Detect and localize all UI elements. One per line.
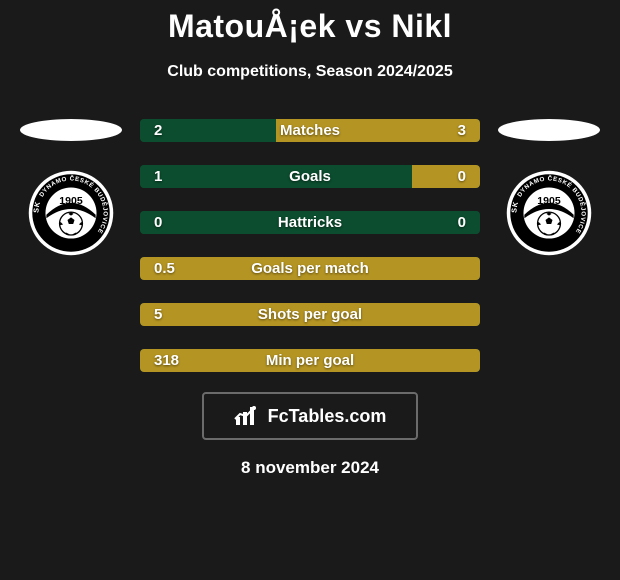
badge-year: 1905: [537, 195, 561, 207]
soccer-ball-icon: [60, 212, 83, 235]
stat-row: 23Matches: [140, 119, 480, 142]
content-row: 1905 SK DYNAMO ČESKÉ BUDĚJOVICE 23Matche…: [0, 119, 620, 372]
comparison-card: MatouÅ¡ek vs Nikl Club competitions, Sea…: [0, 0, 620, 478]
soccer-ball-icon: [538, 212, 561, 235]
branding-chart-icon: [234, 405, 262, 427]
stat-row: 00Hattricks: [140, 211, 480, 234]
club-badge-left: 1905 SK DYNAMO ČESKÉ BUDĚJOVICE: [27, 169, 115, 257]
date-label: 8 november 2024: [0, 458, 620, 478]
stat-row: 0.5Goals per match: [140, 257, 480, 280]
player-left-silhouette: [20, 119, 122, 141]
badge-year: 1905: [59, 195, 83, 207]
stat-row: 5Shots per goal: [140, 303, 480, 326]
club-badge-right: 1905 SK DYNAMO ČESKÉ BUDĚJOVICE: [505, 169, 593, 257]
stat-label: Hattricks: [140, 211, 480, 234]
left-side: 1905 SK DYNAMO ČESKÉ BUDĚJOVICE: [20, 119, 122, 257]
stat-label: Shots per goal: [140, 303, 480, 326]
page-title: MatouÅ¡ek vs Nikl: [0, 8, 620, 45]
stat-label: Goals: [140, 165, 480, 188]
branding-text: FcTables.com: [268, 406, 387, 427]
right-side: 1905 SK DYNAMO ČESKÉ BUDĚJOVICE: [498, 119, 600, 257]
stat-row: 10Goals: [140, 165, 480, 188]
stat-row: 318Min per goal: [140, 349, 480, 372]
stat-label: Matches: [140, 119, 480, 142]
stat-label: Min per goal: [140, 349, 480, 372]
subtitle: Club competitions, Season 2024/2025: [0, 63, 620, 81]
player-right-silhouette: [498, 119, 600, 141]
stat-label: Goals per match: [140, 257, 480, 280]
stats-column: 23Matches 10Goals 00Hattricks 0.5Goals per …: [140, 119, 480, 372]
branding-link[interactable]: FcTables.com: [202, 392, 418, 440]
